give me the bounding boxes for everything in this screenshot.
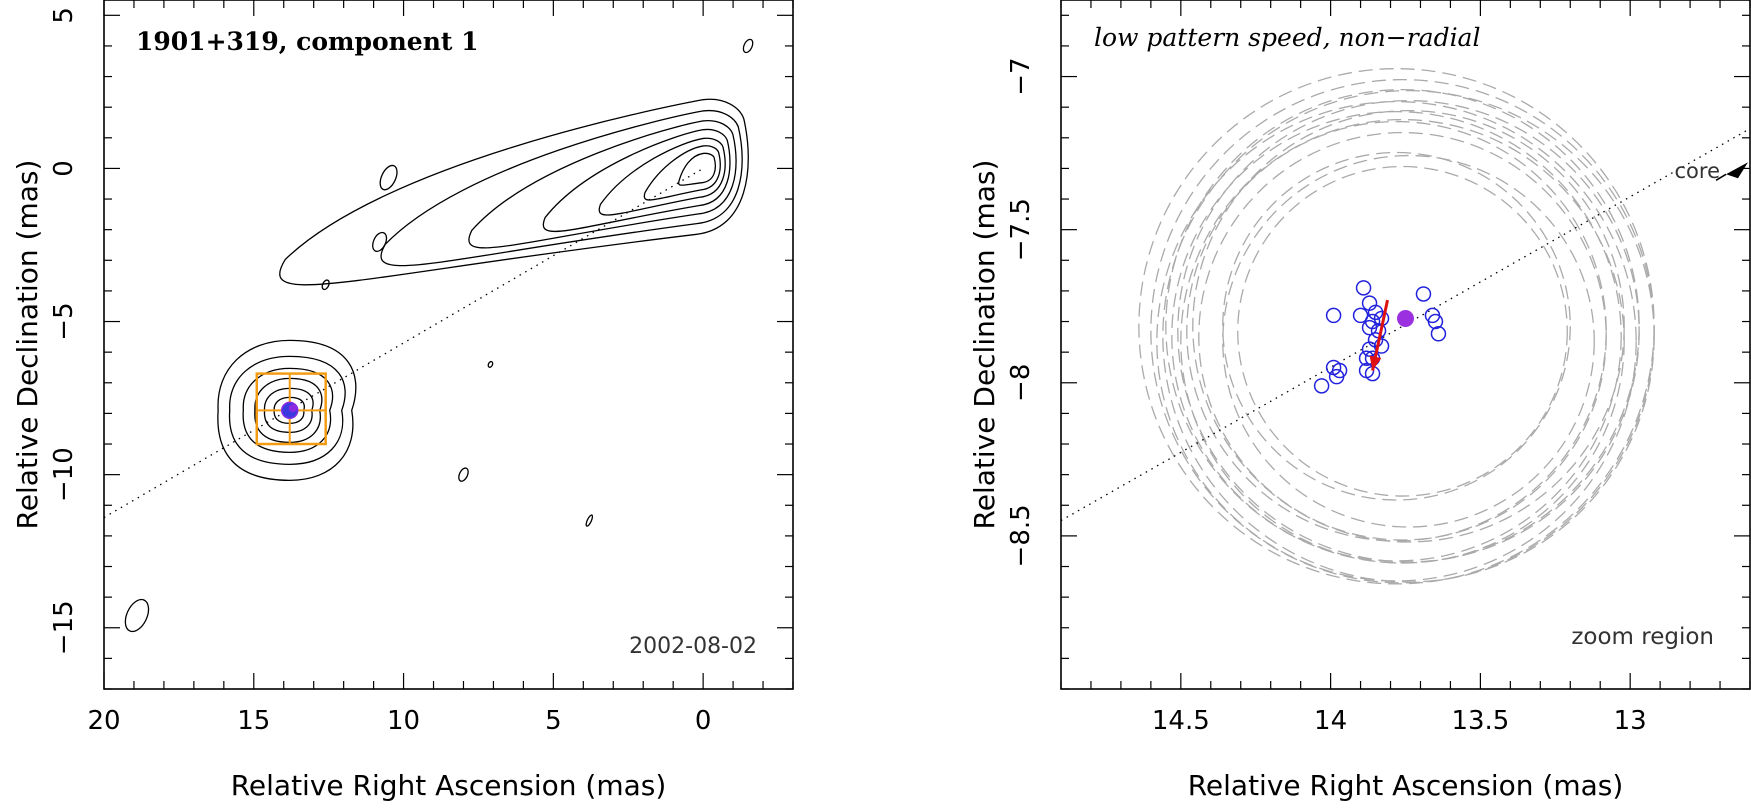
epoch-label: 2002-08-02 (629, 634, 757, 659)
core-contour (468, 119, 737, 249)
component-contour (228, 355, 346, 465)
noise-contour (372, 231, 388, 252)
y-tick-label: −8.5 (1006, 504, 1036, 567)
model-ring (1162, 89, 1655, 583)
jet-axis-line (104, 167, 704, 519)
y-tick-label: −5 (49, 302, 79, 340)
model-ring (1180, 118, 1625, 564)
mean-position (1397, 309, 1414, 327)
measured-position (1430, 326, 1447, 342)
y-axis-label: Relative Declination (mas) (968, 160, 1001, 530)
x-tick-label: 0 (695, 706, 712, 736)
core-arrow (1726, 162, 1748, 179)
x-tick-label: 14.5 (1152, 706, 1210, 736)
x-tick-label: 13.5 (1451, 706, 1509, 736)
measured-position (1373, 338, 1390, 354)
right-plot-area (1061, 68, 1750, 585)
noise-contour (742, 38, 754, 54)
y-tick-label: 0 (49, 160, 79, 177)
y-axis-label: Relative Declination (mas) (11, 160, 44, 530)
motion-vector-head (1369, 355, 1382, 371)
x-tick-label: 13 (1614, 706, 1647, 736)
model-ring (1165, 88, 1640, 564)
component-contour (242, 367, 334, 453)
model-ring (1198, 131, 1607, 541)
model-ring (1171, 110, 1622, 562)
core-contour (542, 128, 731, 232)
model-ring (1156, 100, 1637, 582)
y-tick-label: −7.5 (1006, 198, 1036, 261)
y-tick-label: −10 (49, 447, 79, 502)
core-arrow-tail (1715, 173, 1727, 181)
model-ring (1237, 165, 1568, 497)
x-axis-label: Relative Right Ascension (mas) (1188, 769, 1624, 802)
x-tick-label: 15 (237, 706, 270, 736)
measured-position (1355, 280, 1372, 296)
chart-title: low pattern speed, non−radial (1094, 23, 1480, 52)
noise-contour (487, 360, 494, 368)
component-mean-marker (288, 404, 297, 413)
x-tick-label: 10 (387, 706, 420, 736)
noise-contour (321, 279, 330, 291)
zoom-region-label: zoom region (1571, 624, 1714, 650)
y-tick-label: −15 (49, 600, 79, 655)
measured-position (1325, 307, 1342, 324)
measured-position (1361, 319, 1378, 336)
noise-contour (458, 467, 469, 482)
measured-position (1427, 313, 1444, 330)
core-contour (279, 98, 749, 286)
component-contour (217, 339, 357, 481)
measured-position (1352, 307, 1369, 324)
zoom-box (255, 372, 327, 446)
x-tick-label: 20 (87, 706, 120, 736)
x-tick-label: 14 (1314, 706, 1347, 736)
plot-frame (1060, 0, 1751, 690)
plot-frame (103, 0, 794, 690)
core-contour (643, 145, 721, 201)
model-ring (1138, 68, 1655, 585)
model-ring (1186, 120, 1607, 542)
x-tick-label: 5 (545, 706, 562, 736)
model-ring (1222, 154, 1595, 528)
measured-position (1415, 286, 1432, 302)
left-panel: 20 15 10 5 0 5 0 −5 −10 −15 Relative Right Ascensi… (11, 0, 794, 802)
core-contour (598, 137, 726, 216)
model-ring (1192, 109, 1625, 543)
noise-contour (585, 514, 594, 527)
x-axis-label: Relative Right Ascension (mas) (231, 769, 667, 802)
right-panel: 14.5 14 13.5 13 −7 −7.5 −8 −8.5 Relative Right A… (968, 0, 1751, 802)
core-contour (678, 152, 716, 186)
core-contour (380, 109, 743, 267)
core-label: core (1675, 159, 1721, 183)
y-tick-label: −7 (1006, 57, 1036, 95)
measured-position (1313, 378, 1330, 394)
left-plot-area (104, 38, 754, 633)
measured-position (1367, 304, 1384, 321)
model-ring (1177, 99, 1640, 563)
chart-title: 1901+319, component 1 (136, 27, 479, 56)
model-ring (1222, 151, 1571, 501)
y-tick-label: −8 (1006, 364, 1036, 402)
measured-position (1328, 368, 1345, 385)
y-tick-label: 5 (49, 7, 79, 24)
noise-contour (124, 598, 150, 633)
noise-contour (379, 164, 398, 191)
